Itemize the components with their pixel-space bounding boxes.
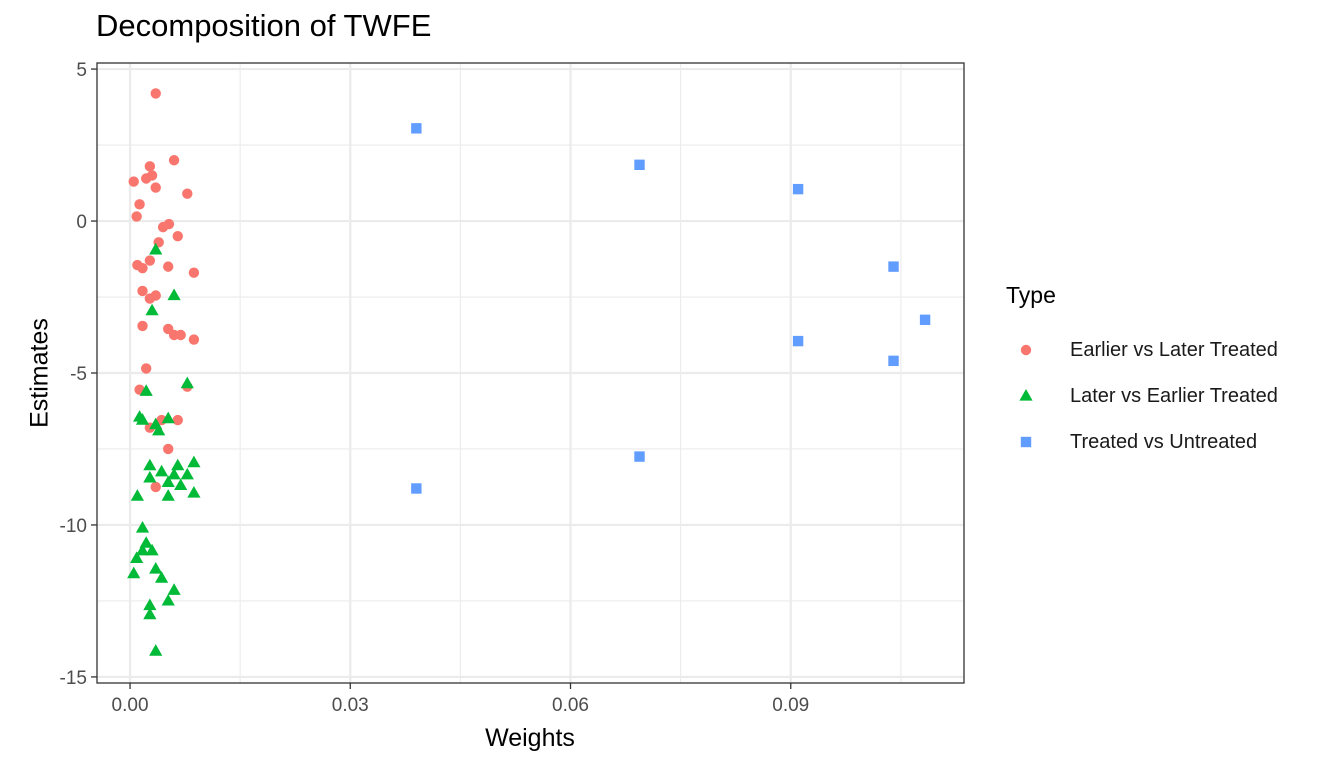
data-point-triangle (145, 303, 159, 316)
data-point-circle (168, 155, 180, 166)
legend-item: Treated vs Untreated (1006, 419, 1278, 465)
data-point-circle (150, 182, 161, 193)
data-point-triangle (149, 242, 163, 255)
data-point-circle (144, 255, 156, 266)
data-point-triangle (127, 566, 141, 579)
y-tick-label: -15 (60, 668, 87, 689)
data-point-triangle (161, 593, 175, 606)
data-point-square (792, 335, 804, 347)
data-point-triangle (145, 543, 159, 556)
data-point-triangle (161, 475, 175, 488)
data-point-triangle (149, 562, 163, 574)
data-point-circle (137, 320, 148, 332)
chart-title: Decomposition of TWFE (96, 8, 432, 43)
data-point-triangle (135, 543, 150, 556)
legend-label: Later vs Earlier Treated (1070, 384, 1278, 407)
data-point-square (919, 314, 931, 326)
data-point-triangle (143, 470, 157, 483)
x-axis-title: Weights (485, 724, 575, 752)
x-tick-label: 0.03 (332, 695, 369, 716)
x-tick-label: 0.09 (772, 695, 809, 716)
data-point-triangle (143, 607, 157, 620)
x-tick-label: 0.00 (112, 695, 149, 716)
data-point-circle (150, 88, 161, 99)
legend-label: Earlier vs Later Treated (1070, 338, 1278, 361)
data-point-circle (1020, 344, 1032, 356)
data-point-circle (137, 285, 148, 297)
data-point-circle (172, 414, 183, 426)
data-point-triangle (143, 458, 157, 471)
data-point-triangle (135, 413, 150, 425)
legend-item: Later vs Earlier Treated (1006, 373, 1278, 419)
data-point-circle (163, 261, 174, 272)
data-point-square (634, 451, 645, 462)
data-point-circle (144, 161, 156, 172)
data-point-circle (144, 293, 156, 304)
data-point-circle (163, 443, 174, 455)
data-point-square (792, 183, 804, 195)
data-point-triangle (152, 423, 166, 436)
data-point-triangle (143, 598, 157, 611)
data-point-circle (134, 199, 145, 210)
data-point-triangle (180, 376, 194, 389)
data-point-circle (131, 211, 142, 222)
data-point-square (411, 483, 422, 494)
data-point-triangle (187, 486, 201, 498)
data-point-square (1020, 436, 1032, 448)
data-point-circle (188, 334, 200, 345)
data-point-square (888, 355, 899, 367)
data-point-circle (137, 262, 148, 274)
data-point-triangle (171, 458, 185, 471)
data-point-triangle (149, 644, 163, 656)
legend-key-triangle (1019, 389, 1033, 401)
legend-item: Earlier vs Later Treated (1006, 327, 1278, 373)
data-point-triangle (139, 384, 153, 396)
data-point-circle (172, 231, 183, 242)
data-point-triangle (1019, 389, 1033, 401)
data-point-circle (128, 176, 139, 187)
data-point-triangle (155, 571, 169, 583)
data-point-triangle (167, 288, 181, 301)
data-point-triangle (174, 478, 188, 491)
legend-title: Type (1006, 282, 1056, 308)
y-tick-label: -5 (70, 364, 87, 385)
data-point-circle (140, 173, 152, 184)
data-point-circle (182, 188, 193, 199)
legend-key-square (1020, 436, 1032, 448)
legend-label: Treated vs Untreated (1070, 430, 1258, 453)
legend-key-circle (1020, 344, 1032, 356)
data-point-circle (140, 363, 152, 374)
x-tick-label: 0.06 (552, 695, 589, 716)
data-point-triangle (161, 411, 175, 424)
data-point-triangle (130, 551, 144, 563)
data-point-triangle (167, 583, 181, 595)
data-point-triangle (167, 467, 181, 480)
data-point-triangle (161, 489, 175, 501)
data-point-triangle (135, 521, 150, 533)
y-tick-label: -10 (60, 516, 87, 537)
data-point-triangle (187, 455, 201, 468)
data-point-circle (157, 221, 169, 233)
legend: Type Earlier vs Later Treated Later vs Ea… (1006, 282, 1278, 465)
data-point-square (888, 261, 899, 272)
data-point-square (411, 123, 422, 134)
data-point-circle (175, 329, 186, 341)
y-tick-label: 0 (76, 212, 87, 233)
data-point-triangle (155, 464, 169, 477)
data-point-square (634, 159, 645, 171)
data-point-triangle (130, 489, 144, 501)
y-axis-title: Estimates (25, 318, 54, 428)
y-tick-label: 5 (76, 60, 87, 81)
data-point-triangle (180, 467, 194, 480)
data-point-circle (150, 481, 161, 493)
data-point-circle (188, 267, 200, 278)
